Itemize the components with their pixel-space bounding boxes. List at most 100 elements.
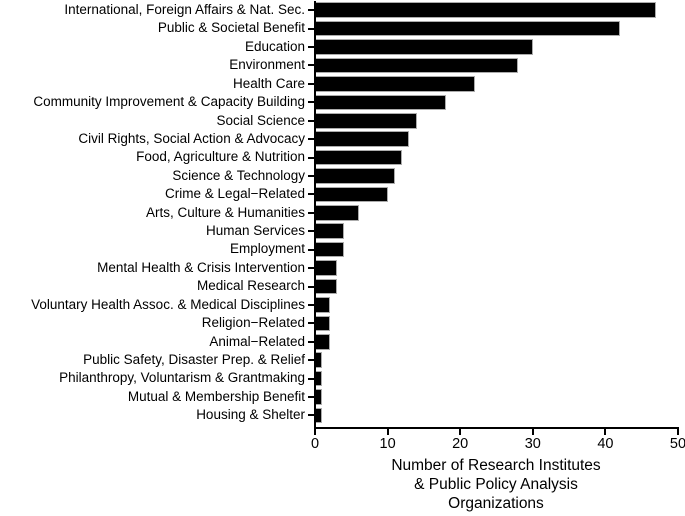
bar-row: International, Foreign Affairs & Nat. Se… bbox=[0, 1, 685, 19]
category-label: Health Care bbox=[232, 75, 305, 91]
category-label: Food, Agriculture & Nutrition bbox=[136, 149, 305, 165]
category-label: Public Safety, Disaster Prep. & Relief bbox=[83, 352, 305, 368]
bar-row: Science & Technology bbox=[0, 167, 685, 185]
bar-row: Housing & Shelter bbox=[0, 406, 685, 424]
chart-rows: International, Foreign Affairs & Nat. Se… bbox=[0, 1, 685, 425]
bar bbox=[315, 57, 519, 74]
y-axis-tick bbox=[308, 322, 314, 325]
bar bbox=[315, 278, 337, 295]
bar bbox=[315, 352, 323, 368]
category-label: Environment bbox=[229, 57, 305, 73]
y-axis-tick bbox=[308, 9, 314, 12]
bar-row: Health Care bbox=[0, 75, 685, 93]
category-label: Human Services bbox=[205, 223, 305, 239]
y-axis-tick bbox=[308, 46, 314, 49]
bar bbox=[315, 186, 388, 203]
bar-row: Food, Agriculture & Nutrition bbox=[0, 148, 685, 166]
bar-row: Community Improvement & Capacity Buildin… bbox=[0, 93, 685, 111]
y-axis-tick bbox=[308, 101, 314, 104]
x-axis-tick bbox=[386, 429, 389, 435]
y-axis-tick bbox=[308, 359, 314, 362]
category-label: Science & Technology bbox=[172, 167, 305, 183]
bar-row: Public Safety, Disaster Prep. & Relief bbox=[0, 351, 685, 369]
x-axis-tick bbox=[459, 429, 462, 435]
y-axis-tick bbox=[308, 138, 314, 141]
bar-row: Social Science bbox=[0, 112, 685, 130]
bar bbox=[315, 205, 359, 221]
y-axis-tick bbox=[308, 303, 314, 306]
category-label: Employment bbox=[229, 241, 305, 257]
bar-row: Animal−Related bbox=[0, 333, 685, 351]
bar bbox=[315, 39, 533, 55]
bar bbox=[315, 94, 446, 111]
bar-row: Voluntary Health Assoc. & Medical Discip… bbox=[0, 296, 685, 314]
bar-row: Environment bbox=[0, 56, 685, 74]
x-axis-tick-label: 30 bbox=[524, 436, 541, 452]
bar bbox=[315, 76, 475, 92]
bar bbox=[315, 260, 337, 276]
bar bbox=[315, 241, 344, 258]
bar bbox=[315, 389, 323, 405]
bar-row: Medical Research bbox=[0, 277, 685, 295]
category-label: Philanthropy, Voluntarism & Grantmaking bbox=[59, 370, 305, 386]
bar-row: Public & Societal Benefit bbox=[0, 19, 685, 37]
x-axis-title-line-1: Number of Research Institutes bbox=[391, 457, 601, 474]
bar-row: Arts, Culture & Humanities bbox=[0, 204, 685, 222]
x-axis-line bbox=[314, 427, 679, 429]
bar bbox=[315, 20, 620, 37]
y-axis-tick bbox=[308, 377, 314, 380]
bar bbox=[315, 407, 323, 424]
bar-row: Crime & Legal−Related bbox=[0, 185, 685, 203]
bar bbox=[315, 297, 330, 313]
category-label: Community Improvement & Capacity Buildin… bbox=[33, 94, 305, 110]
y-axis-tick bbox=[308, 340, 314, 343]
bar-row: Mutual & Membership Benefit bbox=[0, 388, 685, 406]
y-axis-tick bbox=[308, 82, 314, 85]
category-label: Civil Rights, Social Action & Advocacy bbox=[78, 130, 305, 146]
bar bbox=[315, 223, 344, 240]
x-axis-tick-label: 40 bbox=[597, 436, 614, 452]
category-label: Medical Research bbox=[196, 278, 305, 294]
bar-row: Religion−Related bbox=[0, 314, 685, 332]
x-axis-tick bbox=[531, 429, 534, 435]
x-axis-tick bbox=[677, 429, 679, 435]
y-axis-tick bbox=[308, 267, 314, 270]
x-axis-tick bbox=[314, 429, 316, 435]
bar bbox=[315, 112, 417, 129]
y-axis-tick bbox=[308, 285, 314, 288]
category-label: Education bbox=[244, 38, 305, 54]
bar-row: Employment bbox=[0, 240, 685, 258]
category-label: Mental Health & Crisis Intervention bbox=[97, 259, 305, 275]
y-axis-line bbox=[314, 1, 316, 427]
y-axis-tick bbox=[308, 119, 314, 122]
bar bbox=[315, 333, 330, 350]
bar-row: Mental Health & Crisis Intervention bbox=[0, 259, 685, 277]
category-label: Religion−Related bbox=[201, 315, 305, 331]
bar-row: Education bbox=[0, 38, 685, 56]
category-label: Housing & Shelter bbox=[196, 407, 305, 423]
x-axis-tick-label: 10 bbox=[379, 436, 396, 452]
category-label: Crime & Legal−Related bbox=[165, 186, 305, 202]
x-axis-title-line-2: & Public Policy Analysis bbox=[414, 476, 578, 493]
y-axis-tick bbox=[308, 64, 314, 67]
bar bbox=[315, 370, 323, 387]
bar bbox=[315, 2, 657, 18]
bar bbox=[315, 149, 403, 166]
x-axis-title: Number of Research Institutes & Public P… bbox=[314, 456, 678, 513]
bar bbox=[315, 131, 410, 147]
category-label: Arts, Culture & Humanities bbox=[145, 204, 305, 220]
bar-row: Philanthropy, Voluntarism & Grantmaking bbox=[0, 369, 685, 387]
y-axis-tick bbox=[308, 414, 314, 417]
y-axis-tick bbox=[308, 248, 314, 251]
bar-row: Civil Rights, Social Action & Advocacy bbox=[0, 130, 685, 148]
y-axis-tick bbox=[308, 193, 314, 196]
category-label: International, Foreign Affairs & Nat. Se… bbox=[64, 2, 305, 17]
y-axis-tick bbox=[308, 211, 314, 214]
x-axis-tick bbox=[604, 429, 607, 435]
category-label: Mutual & Membership Benefit bbox=[127, 388, 305, 404]
y-axis-tick bbox=[308, 156, 314, 159]
y-axis-tick bbox=[308, 27, 314, 30]
y-axis-tick bbox=[308, 396, 314, 399]
bar bbox=[315, 168, 395, 184]
